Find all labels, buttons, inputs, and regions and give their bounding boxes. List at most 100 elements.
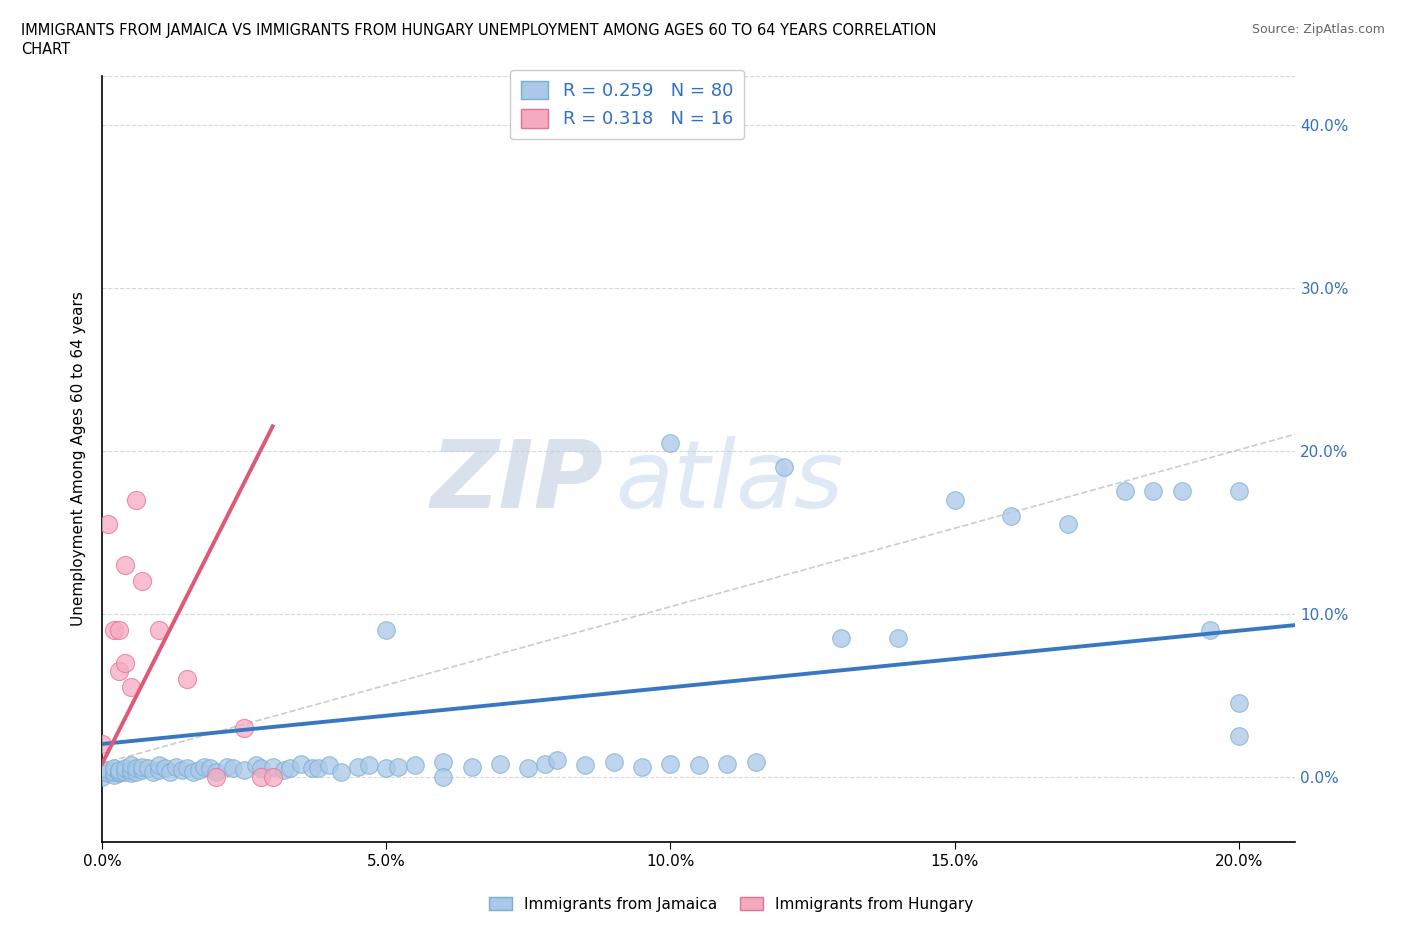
Point — [432, 754, 454, 769]
Point — [574, 758, 596, 773]
Point — [165, 759, 187, 774]
Point — [125, 492, 148, 507]
Point — [136, 761, 159, 776]
Point — [1114, 484, 1136, 498]
Point — [193, 759, 215, 774]
Point — [262, 769, 284, 784]
Text: atlas: atlas — [616, 436, 844, 527]
Point — [142, 764, 165, 779]
Point — [659, 435, 682, 450]
Point — [1227, 484, 1250, 498]
Point — [534, 756, 557, 771]
Point — [273, 763, 295, 777]
Point — [546, 752, 568, 767]
Point — [1199, 622, 1222, 637]
Point — [108, 763, 131, 777]
Point — [120, 758, 142, 773]
Point — [198, 761, 221, 776]
Point — [301, 761, 323, 776]
Point — [205, 764, 228, 779]
Point — [170, 763, 193, 777]
Point — [91, 769, 114, 784]
Point — [250, 769, 273, 784]
Point — [359, 758, 381, 773]
Point — [1057, 516, 1080, 531]
Point — [222, 761, 245, 776]
Point — [886, 631, 908, 645]
Point — [114, 761, 136, 776]
Point — [120, 765, 142, 780]
Point — [103, 767, 125, 782]
Point — [489, 756, 512, 771]
Point — [290, 756, 312, 771]
Point — [148, 758, 170, 773]
Y-axis label: Unemployment Among Ages 60 to 64 years: Unemployment Among Ages 60 to 64 years — [72, 291, 86, 626]
Point — [108, 764, 131, 779]
Point — [329, 764, 352, 779]
Point — [307, 761, 329, 776]
Point — [114, 764, 136, 779]
Point — [114, 557, 136, 572]
Point — [517, 761, 540, 776]
Point — [187, 763, 209, 777]
Point — [148, 763, 170, 777]
Point — [103, 761, 125, 776]
Point — [97, 765, 120, 780]
Point — [148, 622, 170, 637]
Point — [943, 492, 966, 507]
Point — [114, 655, 136, 670]
Point — [1227, 728, 1250, 743]
Point — [159, 764, 181, 779]
Point — [97, 763, 120, 777]
Point — [120, 763, 142, 777]
Point — [1227, 696, 1250, 711]
Point — [773, 459, 796, 474]
Text: CHART: CHART — [21, 42, 70, 57]
Point — [181, 764, 204, 779]
Point — [97, 764, 120, 779]
Text: ZIP: ZIP — [430, 436, 603, 528]
Point — [131, 759, 153, 774]
Point — [460, 759, 482, 774]
Point — [217, 759, 239, 774]
Text: IMMIGRANTS FROM JAMAICA VS IMMIGRANTS FROM HUNGARY UNEMPLOYMENT AMONG AGES 60 TO: IMMIGRANTS FROM JAMAICA VS IMMIGRANTS FR… — [21, 23, 936, 38]
Point — [744, 754, 766, 769]
Point — [205, 769, 228, 784]
Point — [120, 680, 142, 695]
Point — [387, 759, 409, 774]
Point — [318, 758, 340, 773]
Legend: R = 0.259   N = 80, R = 0.318   N = 16: R = 0.259 N = 80, R = 0.318 N = 16 — [510, 70, 744, 140]
Point — [602, 754, 624, 769]
Point — [233, 720, 256, 735]
Point — [108, 765, 131, 780]
Point — [262, 759, 284, 774]
Point — [1142, 484, 1164, 498]
Point — [131, 763, 153, 777]
Legend: Immigrants from Jamaica, Immigrants from Hungary: Immigrants from Jamaica, Immigrants from… — [482, 890, 980, 918]
Point — [245, 758, 267, 773]
Point — [108, 622, 131, 637]
Point — [631, 759, 654, 774]
Point — [278, 761, 301, 776]
Point — [131, 574, 153, 589]
Point — [1171, 484, 1194, 498]
Point — [347, 759, 370, 774]
Point — [233, 763, 256, 777]
Point — [659, 756, 682, 771]
Point — [1000, 509, 1022, 524]
Point — [108, 663, 131, 678]
Point — [688, 758, 710, 773]
Point — [432, 769, 454, 784]
Point — [153, 761, 176, 776]
Point — [375, 761, 398, 776]
Point — [830, 631, 852, 645]
Point — [103, 622, 125, 637]
Point — [176, 671, 198, 686]
Point — [250, 761, 273, 776]
Point — [375, 622, 398, 637]
Point — [125, 761, 148, 776]
Point — [125, 764, 148, 779]
Point — [716, 756, 738, 771]
Point — [91, 737, 114, 751]
Text: Source: ZipAtlas.com: Source: ZipAtlas.com — [1251, 23, 1385, 36]
